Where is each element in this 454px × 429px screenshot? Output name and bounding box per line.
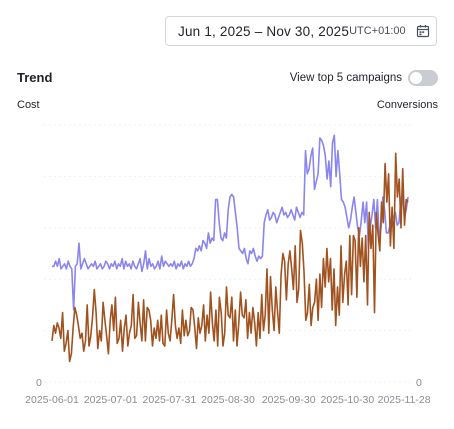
x-tick-label: 2025-10-30 [321,394,375,406]
right-axis-zero: 0 [416,377,422,389]
calendar-icon[interactable] [416,24,430,38]
x-tick-label: 2025-06-01 [25,394,79,406]
toggle-knob [410,72,422,84]
x-axis-ticks: 2025-06-01 2025-07-01 2025-07-31 2025-08-30… [25,394,431,406]
conversions-axis-label: Conversions [376,99,438,111]
top5-campaigns-control: View top 5 campaigns [290,70,438,86]
cost-series-line [52,134,409,311]
left-axis-zero: 0 [36,377,42,389]
x-tick-label: 2025-08-30 [201,394,255,406]
chart-series [51,134,409,363]
top5-campaigns-label: View top 5 campaigns [289,72,402,84]
x-tick-label: 2025-11-28 [378,394,431,406]
top5-campaigns-toggle[interactable] [408,70,438,86]
trend-title: Trend [17,70,53,85]
date-range-picker[interactable]: Jun 1, 2025 – Nov 30, 2025 UTC+01:00 [165,16,437,46]
x-tick-label: 2025-07-01 [84,394,138,406]
chart-grid [44,124,414,383]
x-tick-label: 2025-09-30 [262,394,316,406]
cost-axis-label: Cost [17,99,40,111]
conversions-series-line [51,152,409,363]
trend-chart: 0 0 2025-06-01 2025-07-01 2025-07-31 2025-0… [25,124,431,406]
timezone-label: UTC+01:00 [349,25,406,37]
x-tick-label: 2025-07-31 [143,394,197,406]
date-range-text: Jun 1, 2025 – Nov 30, 2025 [178,23,350,39]
